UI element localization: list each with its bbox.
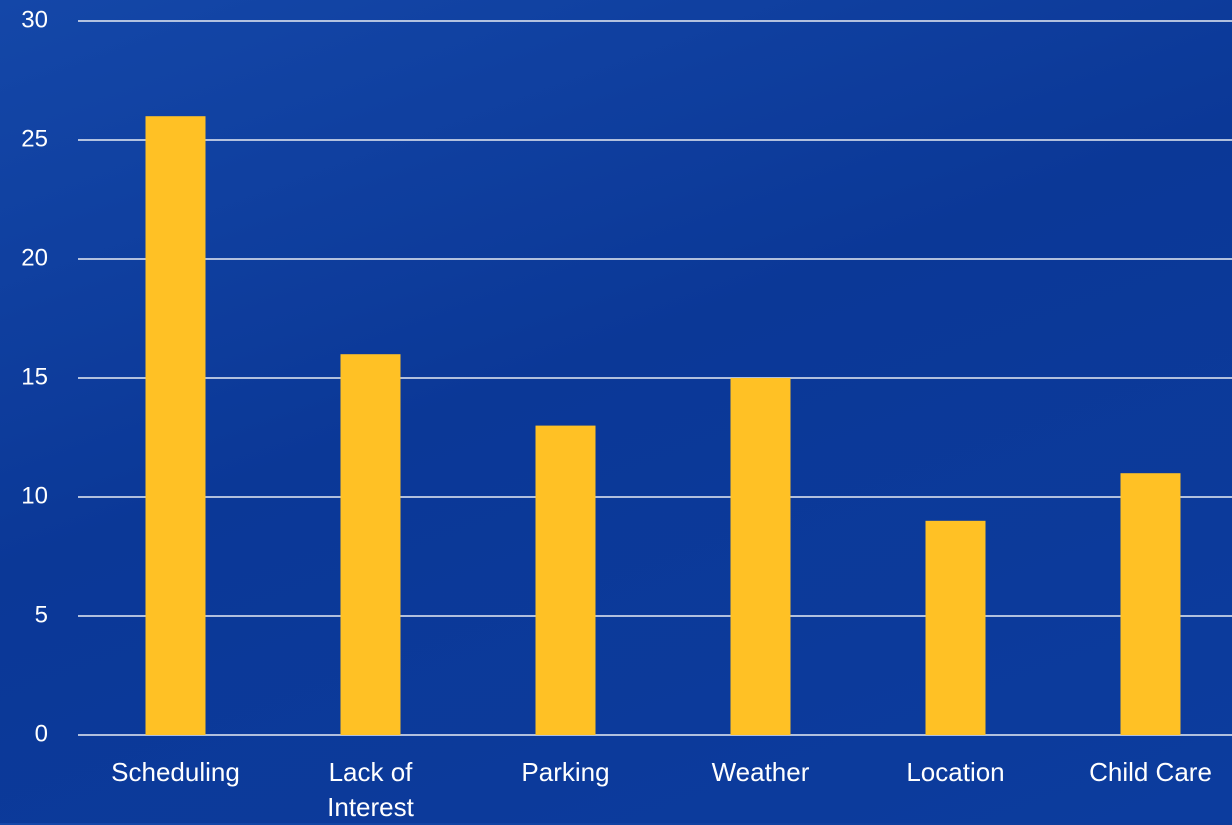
- bar: [731, 378, 791, 735]
- bar: [536, 426, 596, 735]
- bar: [146, 116, 206, 735]
- bar: [341, 354, 401, 735]
- x-tick-label: Weather: [676, 755, 846, 790]
- x-tick-label: Scheduling: [91, 755, 261, 790]
- bar: [1121, 473, 1181, 735]
- y-tick-label: 5: [35, 601, 48, 628]
- y-tick-label: 25: [21, 125, 48, 152]
- y-tick-label: 0: [35, 720, 48, 747]
- x-tick-label: Location: [871, 755, 1041, 790]
- y-tick-label: 10: [21, 482, 48, 509]
- y-tick-label: 15: [21, 363, 48, 390]
- x-tick-label: Lack of Interest: [286, 755, 456, 825]
- x-tick-label: Child Care: [1066, 755, 1232, 790]
- bar: [926, 521, 986, 735]
- x-tick-label: Parking: [481, 755, 651, 790]
- y-tick-label: 20: [21, 244, 48, 271]
- y-tick-label: 30: [21, 6, 48, 33]
